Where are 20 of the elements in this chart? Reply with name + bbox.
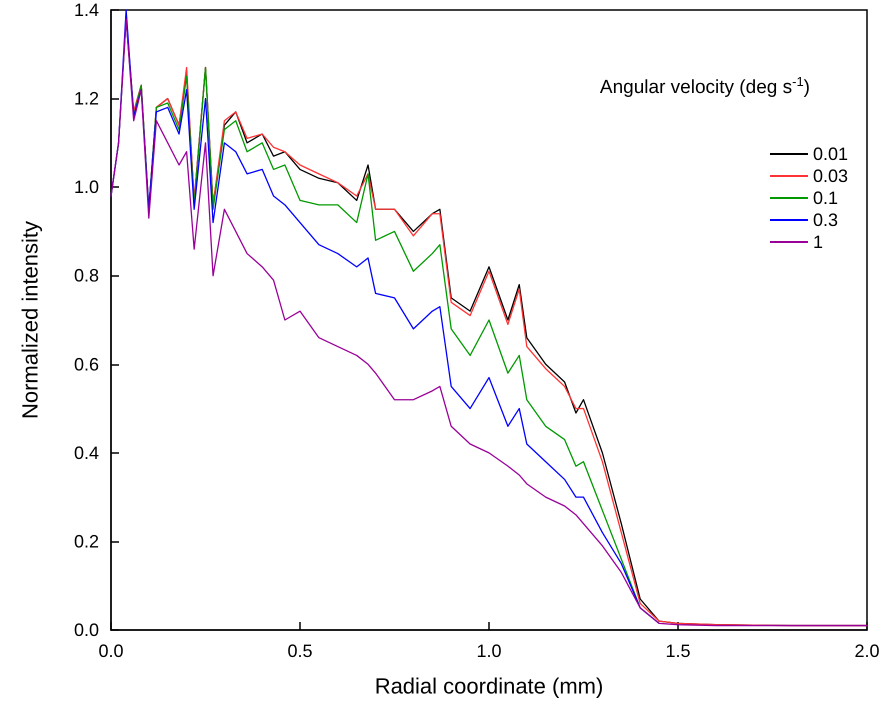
legend-label: 1 <box>812 232 823 252</box>
y-axis-title: Normalized intensity <box>18 220 42 420</box>
legend-label: 0.03 <box>812 166 848 186</box>
x-tick-label: 0.5 <box>287 641 313 661</box>
x-axis-title: Radial coordinate (mm) <box>374 674 604 698</box>
y-tick-label: 1.4 <box>74 0 99 20</box>
x-tick-label: 2.0 <box>854 641 880 661</box>
legend-label: 0.01 <box>812 144 848 164</box>
legend-label: 0.3 <box>812 210 838 230</box>
y-tick-label: 0.2 <box>74 531 99 552</box>
legend-label: 0.1 <box>812 188 838 208</box>
y-tick-label: 0.4 <box>74 442 99 463</box>
y-tick-label: 0.6 <box>74 354 99 374</box>
x-tick-label: 1.5 <box>665 641 691 661</box>
y-tick-label: 1.2 <box>74 88 99 109</box>
x-tick-label: 1.0 <box>476 641 502 661</box>
y-tick-label: 0.8 <box>74 266 99 286</box>
y-tick-label: 0.0 <box>74 620 99 640</box>
x-tick-label: 0.0 <box>98 641 124 661</box>
y-tick-label: 1.0 <box>74 177 99 198</box>
